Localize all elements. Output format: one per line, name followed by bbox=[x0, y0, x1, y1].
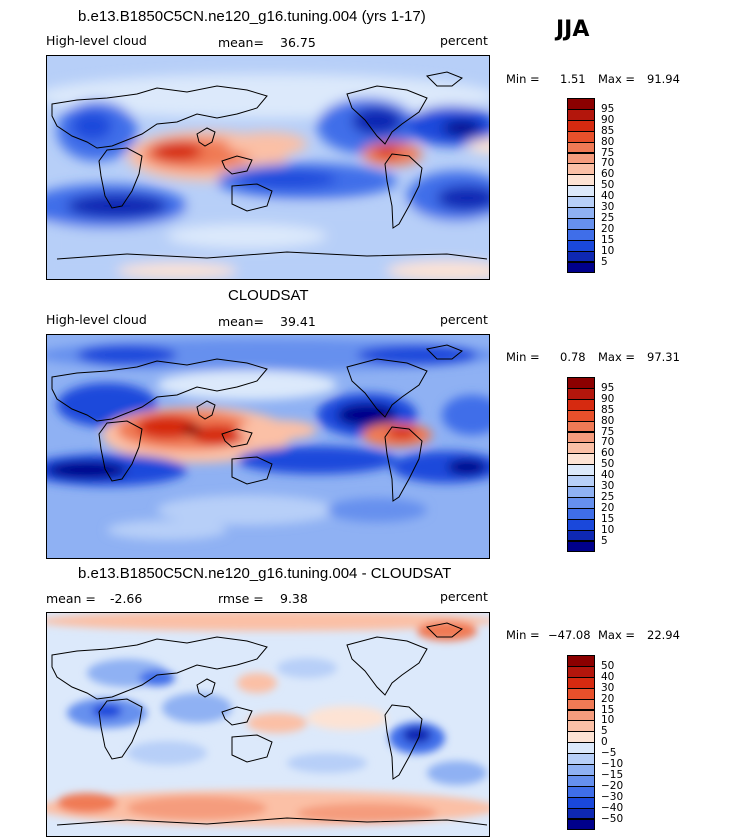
colorbar-label: −50 bbox=[601, 812, 624, 825]
panel2-field-label: High-level cloud bbox=[46, 312, 147, 327]
panel2-max-label: Max = bbox=[598, 350, 636, 364]
colorbar-label: 0 bbox=[601, 736, 608, 749]
panel1-min-label: Min = bbox=[506, 72, 540, 86]
colorbar-swatch bbox=[567, 540, 595, 553]
colorbar-label: 60 bbox=[601, 168, 615, 181]
colorbar-label: 20 bbox=[601, 692, 615, 705]
colorbar-label: 75 bbox=[601, 146, 615, 159]
panel3-rmse-label: rmse = bbox=[218, 591, 264, 606]
colorbar-label: 90 bbox=[601, 113, 615, 126]
panel3-min-value: −47.08 bbox=[548, 628, 591, 642]
panel2-mean-label: mean= bbox=[218, 314, 264, 329]
panel3-title: b.e13.B1850C5CN.ne120_g16.tuning.004 - C… bbox=[78, 565, 452, 582]
panel1-title: b.e13.B1850C5CN.ne120_g16.tuning.004 (yr… bbox=[78, 8, 426, 25]
colorbar-label: 30 bbox=[601, 681, 615, 694]
colorbar-label: 20 bbox=[601, 501, 615, 514]
colorbar-label: 70 bbox=[601, 157, 615, 170]
colorbar-label: −40 bbox=[601, 801, 624, 814]
panel3-map bbox=[46, 612, 490, 837]
panel2-mean-value: 39.41 bbox=[280, 314, 316, 329]
panel3-max-value: 22.94 bbox=[647, 628, 680, 642]
colorbar-label: −10 bbox=[601, 758, 624, 770]
panel3-mean-label: mean = bbox=[46, 591, 96, 606]
panel1-mean-value: 36.75 bbox=[280, 35, 316, 50]
colorbar-label: 50 bbox=[601, 659, 615, 672]
panel2-min-label: Min = bbox=[506, 350, 540, 364]
colorbar-label: 20 bbox=[601, 222, 615, 235]
colorbar-label: 80 bbox=[601, 135, 615, 148]
colorbar-swatch bbox=[567, 818, 595, 831]
colorbar-label: 40 bbox=[601, 469, 615, 482]
panel3-mean-value: -2.66 bbox=[110, 591, 143, 606]
panel3-units: percent bbox=[440, 589, 488, 604]
panel1-units: percent bbox=[440, 33, 488, 48]
panel2-map bbox=[46, 334, 490, 559]
panel3-colorbar: 50 40 30 20 15 10 5 0 −5 −10 −15 −20 −30 −40 −50 bbox=[567, 655, 627, 831]
panel1-colorbar: 95 90 85 80 75 70 60 50 40 30 25 20 15 10 5 bbox=[567, 98, 627, 274]
colorbar-label: 40 bbox=[601, 190, 615, 203]
colorbar-label: 50 bbox=[601, 179, 615, 192]
season-label: JJA bbox=[556, 17, 590, 42]
colorbar-label: 10 bbox=[601, 523, 615, 536]
colorbar-swatch bbox=[567, 261, 595, 274]
colorbar-label: 30 bbox=[601, 480, 615, 492]
colorbar-label: 5 bbox=[601, 725, 608, 738]
panel2-units: percent bbox=[440, 312, 488, 327]
colorbar-label: 5 bbox=[601, 534, 608, 547]
colorbar-label: 15 bbox=[601, 233, 615, 246]
panel1-mean-label: mean= bbox=[218, 35, 264, 50]
colorbar-label: 85 bbox=[601, 124, 615, 137]
panel1-max-value: 91.94 bbox=[647, 72, 680, 86]
colorbar-label: 40 bbox=[601, 670, 615, 683]
panel3-max-label: Max = bbox=[598, 628, 636, 642]
colorbar-label: 90 bbox=[601, 392, 615, 405]
colorbar-label: −5 bbox=[601, 747, 617, 760]
panel1-map bbox=[46, 55, 490, 280]
colorbar-label: 95 bbox=[601, 381, 615, 394]
colorbar-label: 60 bbox=[601, 447, 615, 460]
colorbar-label: −30 bbox=[601, 790, 624, 803]
panel2-title: CLOUDSAT bbox=[228, 287, 309, 304]
colorbar-label: 5 bbox=[601, 255, 608, 268]
colorbar-label: 70 bbox=[601, 436, 615, 449]
colorbar-label: 50 bbox=[601, 458, 615, 471]
colorbar-label: 25 bbox=[601, 211, 615, 224]
panel3-min-label: Min = bbox=[506, 628, 540, 642]
colorbar-label: 15 bbox=[601, 512, 615, 525]
panel2-max-value: 97.31 bbox=[647, 350, 680, 364]
panel2-min-value: 0.78 bbox=[560, 350, 586, 364]
colorbar-label: 30 bbox=[601, 201, 615, 213]
colorbar-label: 80 bbox=[601, 414, 615, 427]
colorbar-label: 10 bbox=[601, 244, 615, 257]
panel3-rmse-value: 9.38 bbox=[280, 591, 308, 606]
panel2-colorbar: 95 90 85 80 75 70 60 50 40 30 25 20 15 10 5 bbox=[567, 377, 627, 553]
panel1-field-label: High-level cloud bbox=[46, 33, 147, 48]
colorbar-label: 75 bbox=[601, 425, 615, 438]
colorbar-label: −15 bbox=[601, 768, 624, 781]
panel1-max-label: Max = bbox=[598, 72, 636, 86]
colorbar-label: 95 bbox=[601, 102, 615, 115]
colorbar-label: 85 bbox=[601, 403, 615, 416]
panel1-min-value: 1.51 bbox=[560, 72, 586, 86]
colorbar-label: 15 bbox=[601, 703, 615, 716]
colorbar-label: 10 bbox=[601, 714, 615, 727]
colorbar-label: 25 bbox=[601, 490, 615, 503]
colorbar-label: −20 bbox=[601, 779, 624, 792]
